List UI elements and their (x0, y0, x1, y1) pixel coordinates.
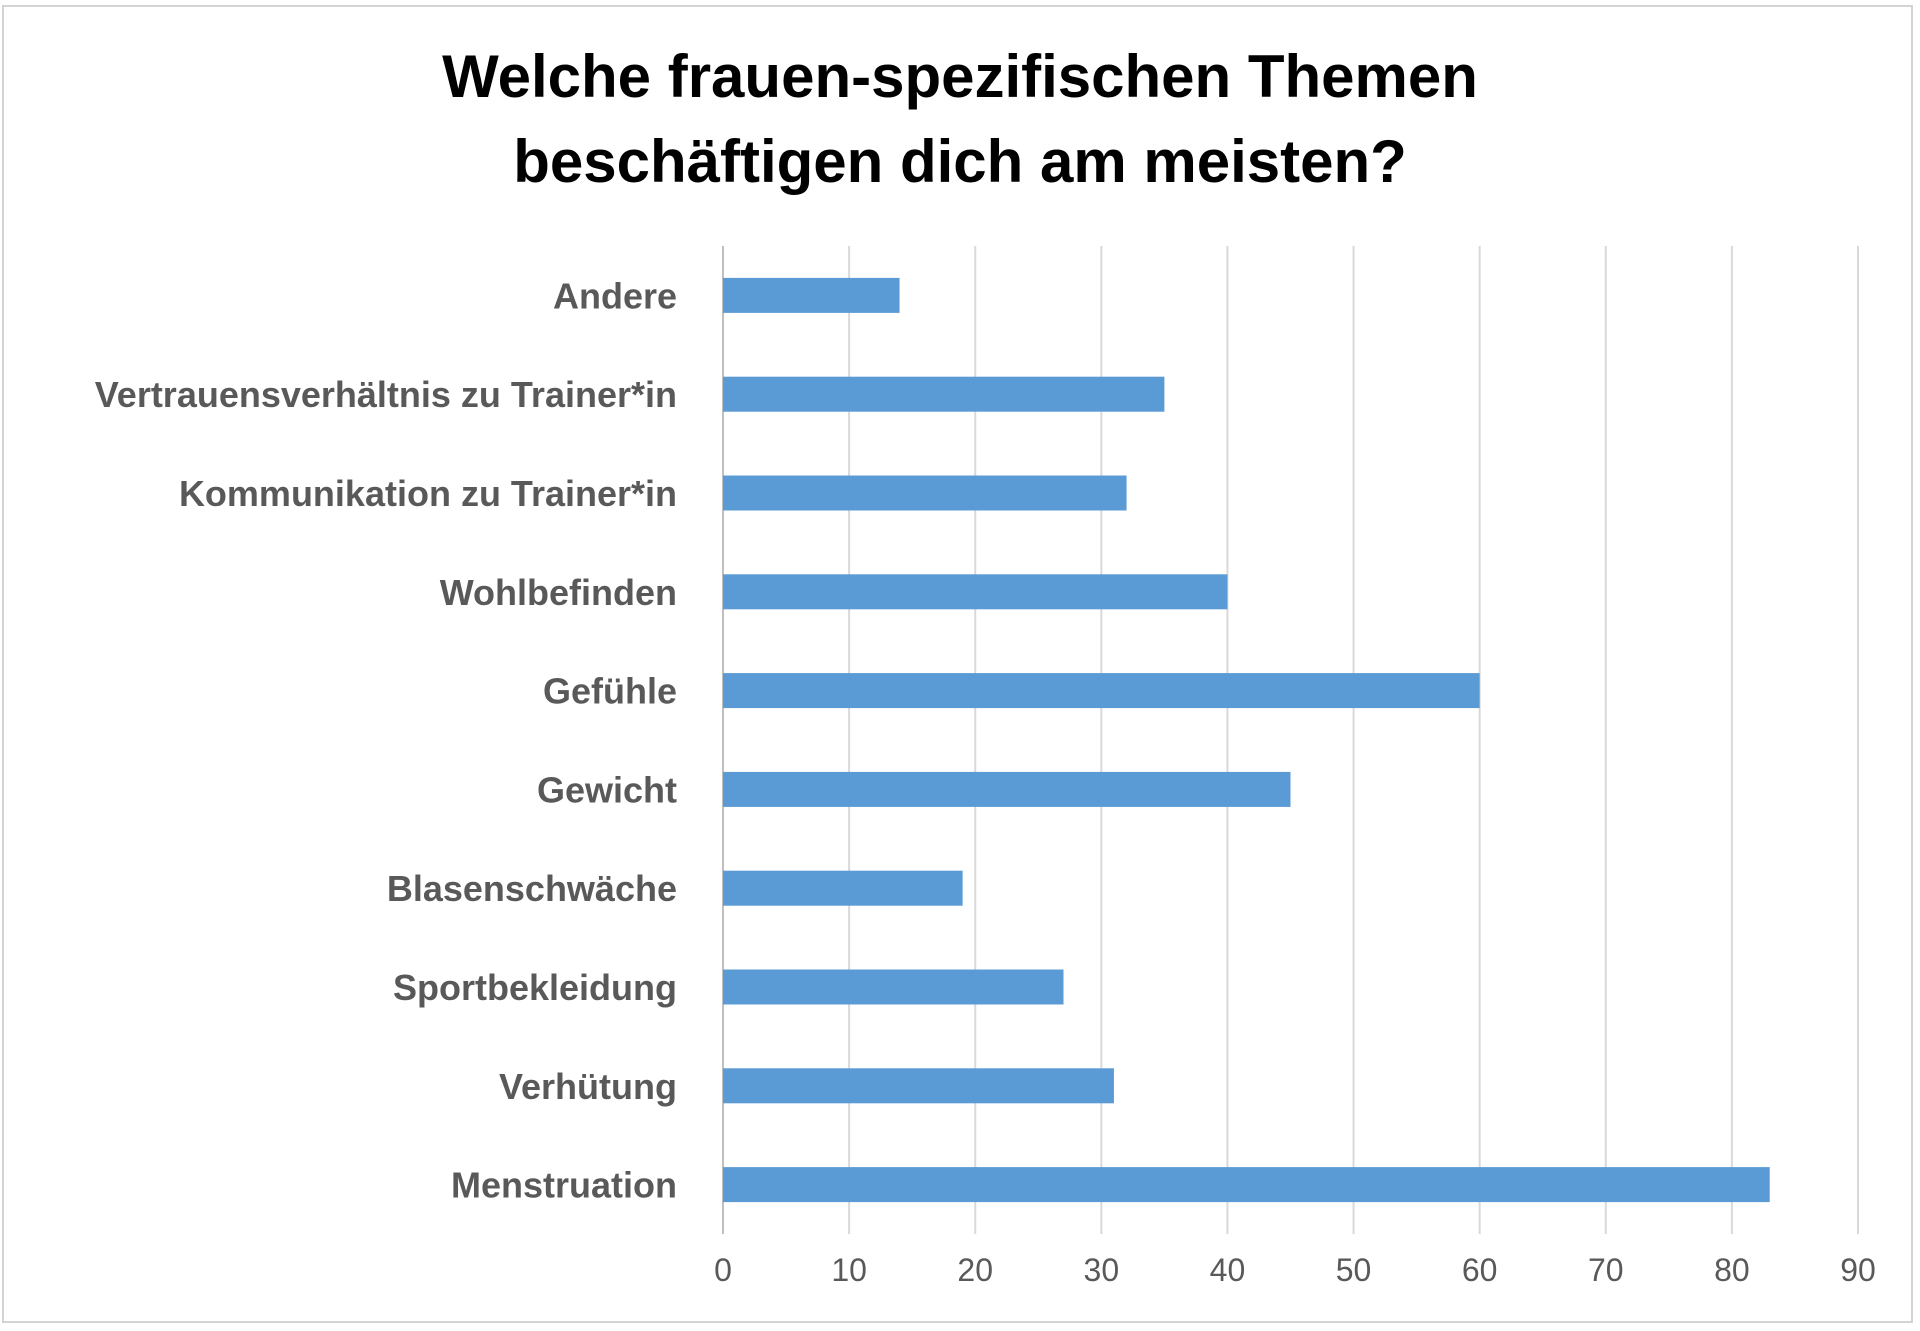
x-tick-labels: 0 10 20 30 40 50 60 70 80 90 (714, 1252, 1876, 1288)
bars (723, 277, 1770, 1203)
bar (723, 277, 900, 313)
x-tick-label: 30 (1084, 1252, 1120, 1288)
category-label: Wohlbefinden (440, 572, 677, 613)
category-label: Kommunikation zu Trainer*in (179, 473, 677, 514)
bar (723, 574, 1228, 610)
category-label: Sportbekleidung (393, 967, 677, 1008)
category-label: Blasenschwäche (387, 868, 677, 909)
x-tick-label: 70 (1588, 1252, 1624, 1288)
category-label: Vertrauensverhältnis zu Trainer*in (95, 374, 677, 415)
x-tick-label: 40 (1210, 1252, 1246, 1288)
bar (723, 870, 963, 906)
x-tick-label: 10 (831, 1252, 867, 1288)
bar (723, 771, 1291, 807)
chart-title: Welche frauen-spezifischen Themen beschä… (442, 43, 1478, 195)
x-tick-label: 90 (1840, 1252, 1876, 1288)
x-tick-label: 20 (957, 1252, 993, 1288)
bar (723, 1167, 1770, 1203)
chart-title-line-1: Welche frauen-spezifischen Themen (442, 43, 1478, 110)
bar (723, 475, 1127, 511)
x-tick-label: 80 (1714, 1252, 1750, 1288)
bar (723, 673, 1480, 709)
x-tick-label: 60 (1462, 1252, 1498, 1288)
x-tick-label: 0 (714, 1252, 732, 1288)
category-label: Menstruation (451, 1165, 677, 1206)
chart-frame (2, 5, 1913, 1323)
category-label: Verhütung (499, 1066, 677, 1107)
category-labels: Andere Vertrauensverhältnis zu Trainer*in… (95, 275, 677, 1205)
category-label: Gefühle (543, 671, 677, 712)
category-label: Gewicht (537, 769, 677, 810)
bar (723, 969, 1064, 1005)
bar (723, 376, 1165, 412)
x-tick-label: 50 (1336, 1252, 1372, 1288)
bar (723, 1068, 1114, 1104)
chart-title-line-2: beschäftigen dich am meisten? (513, 128, 1407, 195)
category-label: Andere (553, 275, 677, 316)
